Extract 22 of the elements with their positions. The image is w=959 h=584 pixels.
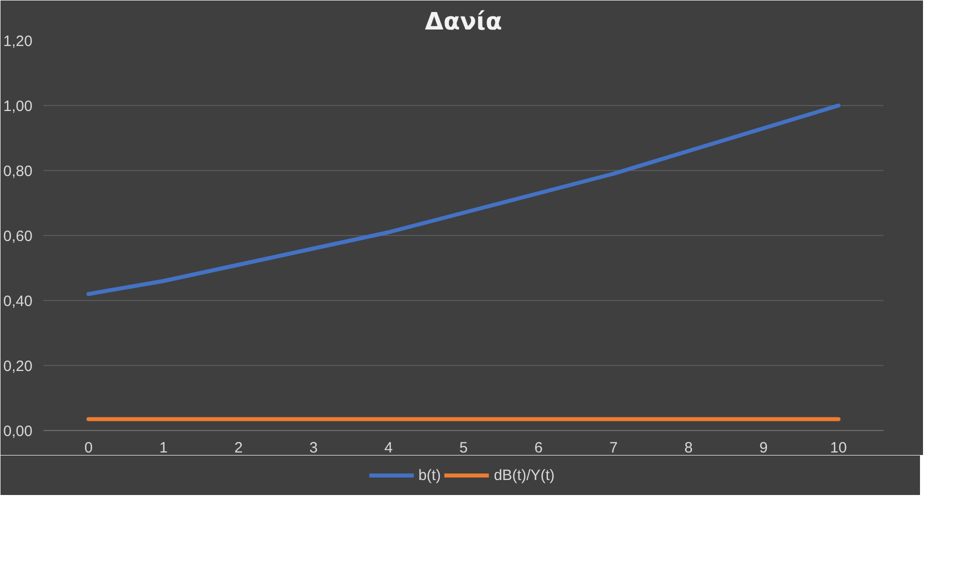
y-tick-label: 0,60	[3, 228, 33, 245]
x-tick-label: 8	[684, 440, 693, 456]
x-tick-label: 3	[309, 440, 318, 456]
chart-title: Δανία	[424, 8, 502, 36]
x-tick-label: 6	[534, 440, 543, 456]
x-tick-label: 4	[384, 440, 393, 456]
x-tick-label: 5	[459, 440, 468, 456]
y-tick-label: 1,20	[3, 33, 33, 50]
y-tick-label: 0,40	[3, 293, 33, 310]
y-tick-label: 1,00	[3, 98, 33, 115]
x-tick-label: 0	[84, 440, 93, 456]
y-tick-label: 0,00	[3, 423, 33, 440]
x-tick-label: 7	[609, 440, 618, 456]
x-tick-label: 1	[159, 440, 168, 456]
line-series	[86, 104, 840, 296]
x-tick-label: 10	[830, 440, 847, 456]
x-tick-label: 2	[234, 440, 243, 456]
x-tick-label: 9	[759, 440, 768, 456]
y-tick-label: 0,80	[3, 163, 33, 180]
legend-label: dB(t)/Y(t)	[494, 466, 555, 484]
legend-label: b(t)	[418, 466, 441, 484]
y-tick-label: 0,20	[3, 358, 33, 375]
